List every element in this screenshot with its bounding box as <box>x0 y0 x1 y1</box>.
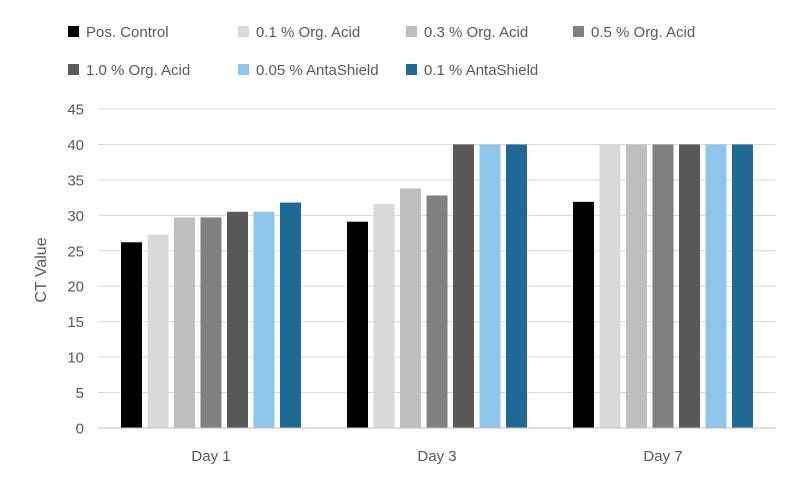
legend-entry: 1.0 % Org. Acid <box>68 62 190 79</box>
bar <box>121 242 142 428</box>
y-tick-label: 5 <box>76 385 84 402</box>
bar <box>373 203 395 428</box>
legend-label: 0.3 % Org. Acid <box>424 24 528 41</box>
y-tick-label: 40 <box>67 137 84 154</box>
y-tick-label: 15 <box>67 314 84 331</box>
legend-label: 0.05 % AntaShield <box>256 62 379 79</box>
bars <box>121 144 753 428</box>
bar <box>679 144 700 428</box>
bar <box>573 201 594 428</box>
legend-entry: 0.1 % Org. Acid <box>238 24 360 41</box>
bar <box>652 144 674 428</box>
bar <box>253 211 275 428</box>
bar <box>705 144 727 428</box>
y-tick-label: 0 <box>76 421 84 438</box>
legend-swatch <box>68 26 79 37</box>
x-tick-label: Day 7 <box>643 448 682 465</box>
legend-entry: 0.05 % AntaShield <box>238 62 379 79</box>
y-tick-label: 45 <box>67 102 84 119</box>
x-tick-label: Day 3 <box>417 448 456 465</box>
y-tick-label: 30 <box>67 208 84 225</box>
bar <box>479 144 501 428</box>
legend-label: 0.1 % Org. Acid <box>256 24 360 41</box>
y-tick-label: 10 <box>67 350 84 367</box>
bar <box>347 221 368 428</box>
legend-entry: 0.5 % Org. Acid <box>573 24 695 41</box>
axes: 0 5 10 15 20 25 30 35 40 45 Day 1 Day 3 Day 7 <box>67 102 776 465</box>
bar <box>280 202 301 428</box>
bar <box>200 217 222 428</box>
legend-swatch <box>238 64 249 75</box>
legend-swatch <box>238 26 249 37</box>
legend-label: 0.5 % Org. Acid <box>591 24 695 41</box>
x-tick-label: Day 1 <box>191 448 230 465</box>
y-tick-label: 35 <box>67 172 84 189</box>
bar <box>732 144 753 428</box>
bar <box>506 144 527 428</box>
legend-entry: 0.3 % Org. Acid <box>406 24 528 41</box>
bar <box>400 188 421 428</box>
y-tick-label: 25 <box>67 243 84 260</box>
bar <box>599 144 621 428</box>
legend-swatch <box>573 26 584 37</box>
legend-swatch <box>406 26 417 37</box>
bar <box>426 195 448 428</box>
bar <box>147 234 169 428</box>
y-axis-label: CT Value <box>33 237 50 302</box>
legend: Pos. Control 0.1 % Org. Acid 0.3 % Org. Ac… <box>68 24 695 79</box>
legend-swatch <box>68 64 79 75</box>
bar <box>626 144 647 428</box>
y-tick-label: 20 <box>67 279 84 296</box>
legend-entry: Pos. Control <box>68 24 169 41</box>
bar <box>227 211 248 428</box>
legend-label: 1.0 % Org. Acid <box>86 62 190 79</box>
bar <box>453 144 474 428</box>
legend-entry: 0.1 % AntaShield <box>406 62 538 79</box>
legend-label: Pos. Control <box>86 24 169 41</box>
bar <box>174 217 195 428</box>
legend-swatch <box>406 64 417 75</box>
legend-label: 0.1 % AntaShield <box>424 62 538 79</box>
